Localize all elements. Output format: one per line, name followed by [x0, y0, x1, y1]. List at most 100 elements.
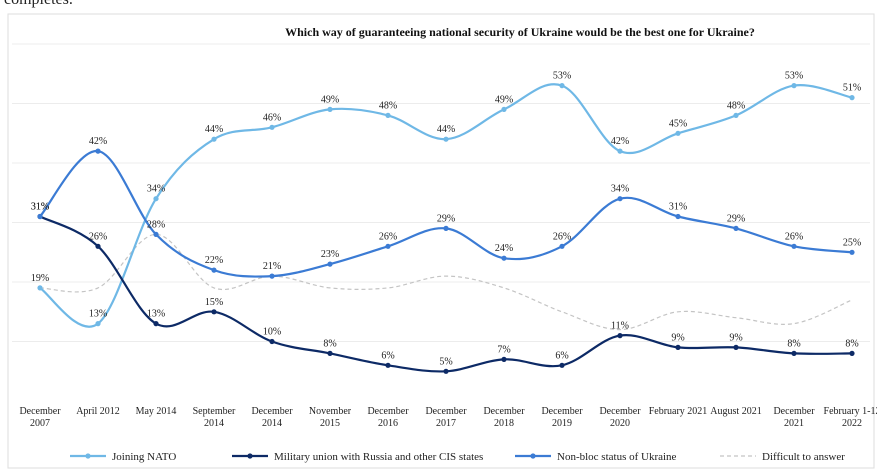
data-label-joining-nato: 49%	[495, 94, 513, 105]
data-point-military-union-with-russia-and-other-cis-states	[559, 362, 565, 368]
data-label-non-bloc-status-of-ukraine: 31%	[31, 202, 49, 213]
data-point-military-union-with-russia-and-other-cis-states	[733, 344, 739, 350]
x-tick-label: December 2014	[251, 406, 293, 429]
chart-title: Which way of guaranteeing national secur…	[285, 25, 755, 39]
data-label-non-bloc-status-of-ukraine: 23%	[321, 249, 339, 260]
data-label-non-bloc-status-of-ukraine: 29%	[437, 213, 455, 224]
data-label-military-union-with-russia-and-other-cis-states: 5%	[439, 356, 452, 367]
data-label-non-bloc-status-of-ukraine: 26%	[553, 231, 571, 242]
data-point-military-union-with-russia-and-other-cis-states	[327, 350, 333, 356]
data-point-military-union-with-russia-and-other-cis-states	[211, 309, 217, 315]
data-label-military-union-with-russia-and-other-cis-states: 6%	[555, 350, 568, 361]
data-point-non-bloc-status-of-ukraine	[791, 243, 797, 249]
data-point-joining-nato	[327, 106, 333, 112]
legend-marker	[85, 453, 91, 459]
data-point-non-bloc-status-of-ukraine	[501, 255, 507, 261]
x-tick-label: August 2021	[710, 406, 761, 417]
data-point-joining-nato	[443, 136, 449, 142]
data-label-military-union-with-russia-and-other-cis-states: 7%	[497, 344, 510, 355]
data-point-joining-nato	[675, 130, 681, 136]
data-label-non-bloc-status-of-ukraine: 28%	[147, 219, 165, 230]
data-label-joining-nato: 42%	[611, 136, 629, 147]
legend-marker	[247, 453, 253, 459]
data-point-joining-nato	[849, 95, 855, 101]
data-label-non-bloc-status-of-ukraine: 24%	[495, 243, 513, 254]
x-tick-label: May 2014	[136, 406, 177, 417]
data-label-joining-nato: 48%	[727, 100, 745, 111]
data-point-military-union-with-russia-and-other-cis-states	[95, 243, 101, 249]
data-label-non-bloc-status-of-ukraine: 25%	[843, 237, 861, 248]
data-label-joining-nato: 44%	[205, 124, 223, 135]
data-label-non-bloc-status-of-ukraine: 26%	[785, 231, 803, 242]
data-label-non-bloc-status-of-ukraine: 34%	[611, 184, 629, 195]
legend-label: Joining NATO	[112, 451, 176, 463]
data-label-military-union-with-russia-and-other-cis-states: 6%	[381, 350, 394, 361]
data-point-joining-nato	[733, 112, 739, 118]
gridlines	[12, 43, 870, 342]
data-point-joining-nato	[37, 285, 43, 291]
data-point-non-bloc-status-of-ukraine	[849, 249, 855, 255]
data-point-non-bloc-status-of-ukraine	[153, 231, 159, 237]
data-label-military-union-with-russia-and-other-cis-states: 10%	[263, 327, 281, 338]
data-point-non-bloc-status-of-ukraine	[559, 243, 565, 249]
x-tick-label: December 2018	[483, 406, 525, 429]
data-label-joining-nato: 34%	[147, 184, 165, 195]
data-label-joining-nato: 13%	[89, 309, 107, 320]
x-tick-label: December 2007	[19, 406, 61, 429]
x-tick-label: December 2016	[367, 406, 409, 429]
data-point-non-bloc-status-of-ukraine	[443, 225, 449, 231]
data-point-non-bloc-status-of-ukraine	[675, 213, 681, 220]
x-tick-label: December 2019	[541, 406, 583, 429]
x-tick-label: September 2014	[193, 406, 236, 429]
data-label-military-union-with-russia-and-other-cis-states: 13%	[147, 309, 165, 320]
data-point-non-bloc-status-of-ukraine	[269, 273, 275, 279]
data-point-joining-nato	[559, 83, 565, 89]
data-label-joining-nato: 53%	[553, 71, 571, 82]
data-point-non-bloc-status-of-ukraine	[211, 267, 217, 273]
series-line-difficult-to-answer	[39, 233, 853, 331]
x-tick-label: December 2017	[425, 406, 467, 429]
data-point-military-union-with-russia-and-other-cis-states	[443, 368, 449, 374]
data-label-non-bloc-status-of-ukraine: 31%	[669, 202, 687, 213]
data-point-military-union-with-russia-and-other-cis-states	[385, 362, 391, 368]
data-point-joining-nato	[617, 148, 623, 154]
data-point-joining-nato	[269, 124, 275, 130]
data-label-military-union-with-russia-and-other-cis-states: 8%	[845, 338, 858, 349]
data-point-non-bloc-status-of-ukraine	[733, 225, 739, 231]
legend-label: Non-bloc status of Ukraine	[557, 451, 677, 463]
data-label-military-union-with-russia-and-other-cis-states: 9%	[729, 332, 742, 343]
data-point-military-union-with-russia-and-other-cis-states	[791, 350, 797, 356]
x-tick-label: November 2015	[309, 406, 352, 429]
data-label-military-union-with-russia-and-other-cis-states: 31%	[31, 202, 49, 213]
data-point-military-union-with-russia-and-other-cis-states	[501, 356, 507, 362]
data-label-military-union-with-russia-and-other-cis-states: 9%	[671, 332, 684, 343]
data-label-joining-nato: 19%	[31, 273, 49, 284]
data-label-military-union-with-russia-and-other-cis-states: 26%	[89, 231, 107, 242]
data-label-joining-nato: 46%	[263, 112, 281, 123]
legend-item-joining-nato: Joining NATO	[70, 451, 176, 463]
series-line-joining-nato	[39, 83, 853, 328]
data-point-joining-nato	[791, 83, 797, 89]
data-point-joining-nato	[153, 196, 159, 202]
page-header-fragment: completes.	[0, 0, 160, 12]
data-point-joining-nato	[95, 321, 101, 327]
data-label-military-union-with-russia-and-other-cis-states: 15%	[205, 297, 223, 308]
data-label-joining-nato: 44%	[437, 124, 455, 135]
data-label-non-bloc-status-of-ukraine: 29%	[727, 213, 745, 224]
data-point-non-bloc-status-of-ukraine	[327, 261, 333, 267]
legend-label: Military union with Russia and other CIS…	[274, 451, 483, 463]
data-label-non-bloc-status-of-ukraine: 21%	[263, 261, 281, 272]
legend-label: Difficult to answer	[762, 451, 845, 463]
data-label-military-union-with-russia-and-other-cis-states: 8%	[787, 338, 800, 349]
data-label-non-bloc-status-of-ukraine: 26%	[379, 231, 397, 242]
x-tick-label: December 2021	[773, 406, 815, 429]
data-point-non-bloc-status-of-ukraine	[385, 243, 391, 249]
legend: Joining NATO Military union with Russia a…	[70, 451, 845, 463]
x-tick-label: February 1-12 2022	[824, 406, 877, 429]
data-labels: 19% 13% 34% 44% 46% 49% 48% 44% 49% 53% 42% 45% 48% 5…	[31, 71, 861, 368]
data-label-joining-nato: 49%	[321, 94, 339, 105]
data-point-military-union-with-russia-and-other-cis-states	[269, 338, 275, 345]
data-label-non-bloc-status-of-ukraine: 42%	[89, 136, 107, 147]
x-tick-label: December 2020	[599, 406, 641, 429]
